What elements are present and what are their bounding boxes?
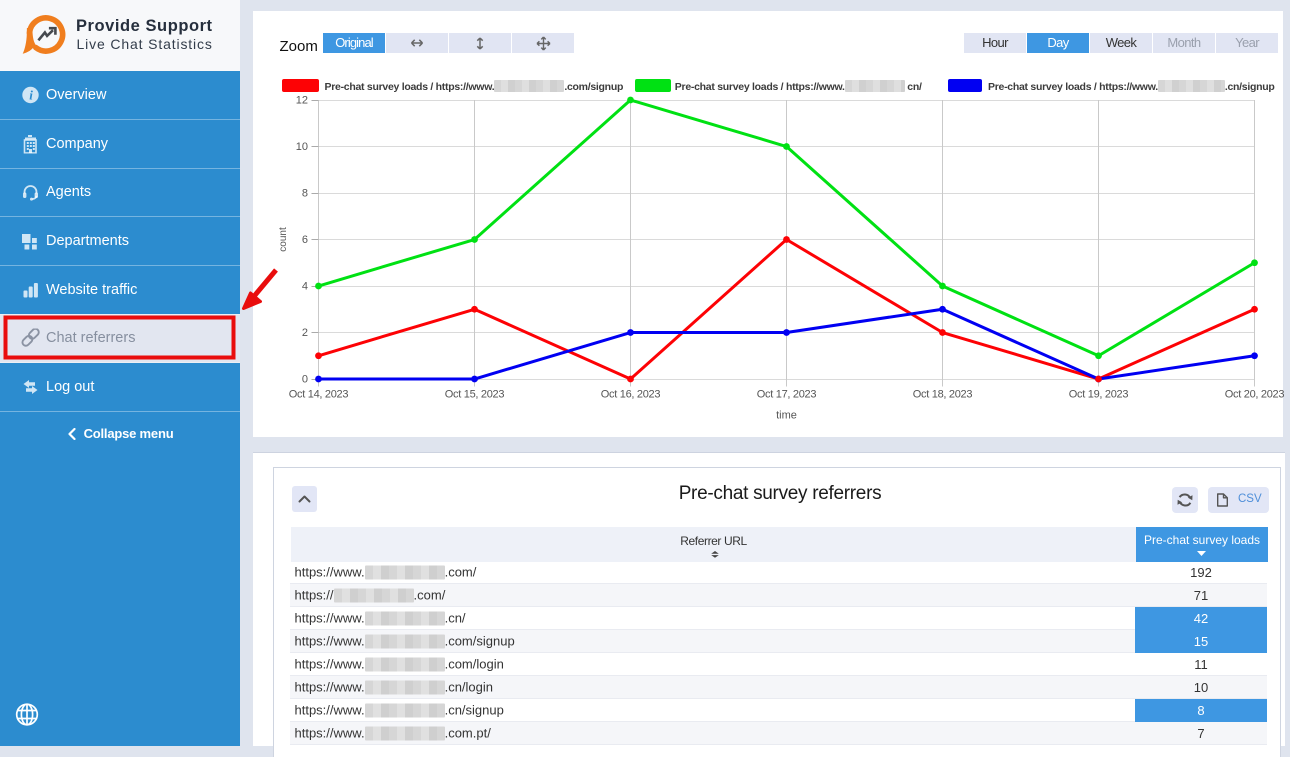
svg-text:10: 10: [296, 141, 308, 153]
svg-text:4: 4: [302, 281, 308, 293]
svg-text:Oct 14, 2023: Oct 14, 2023: [289, 389, 349, 401]
svg-text:Oct 17, 2023: Oct 17, 2023: [757, 389, 817, 401]
svg-text:12: 12: [296, 95, 308, 107]
svg-text:Oct 19, 2023: Oct 19, 2023: [1069, 389, 1129, 401]
svg-text:Oct 18, 2023: Oct 18, 2023: [913, 389, 973, 401]
svg-text:time: time: [776, 410, 797, 422]
svg-text:6: 6: [302, 234, 308, 246]
svg-text:8: 8: [302, 188, 308, 200]
svg-text:Oct 16, 2023: Oct 16, 2023: [601, 389, 661, 401]
svg-text:i: i: [29, 88, 33, 103]
svg-text:0: 0: [302, 374, 308, 386]
svg-text:Oct 15, 2023: Oct 15, 2023: [445, 389, 505, 401]
svg-text:Oct 20, 2023: Oct 20, 2023: [1225, 389, 1285, 401]
svg-text:2: 2: [302, 327, 308, 339]
svg-text:count: count: [278, 227, 289, 252]
